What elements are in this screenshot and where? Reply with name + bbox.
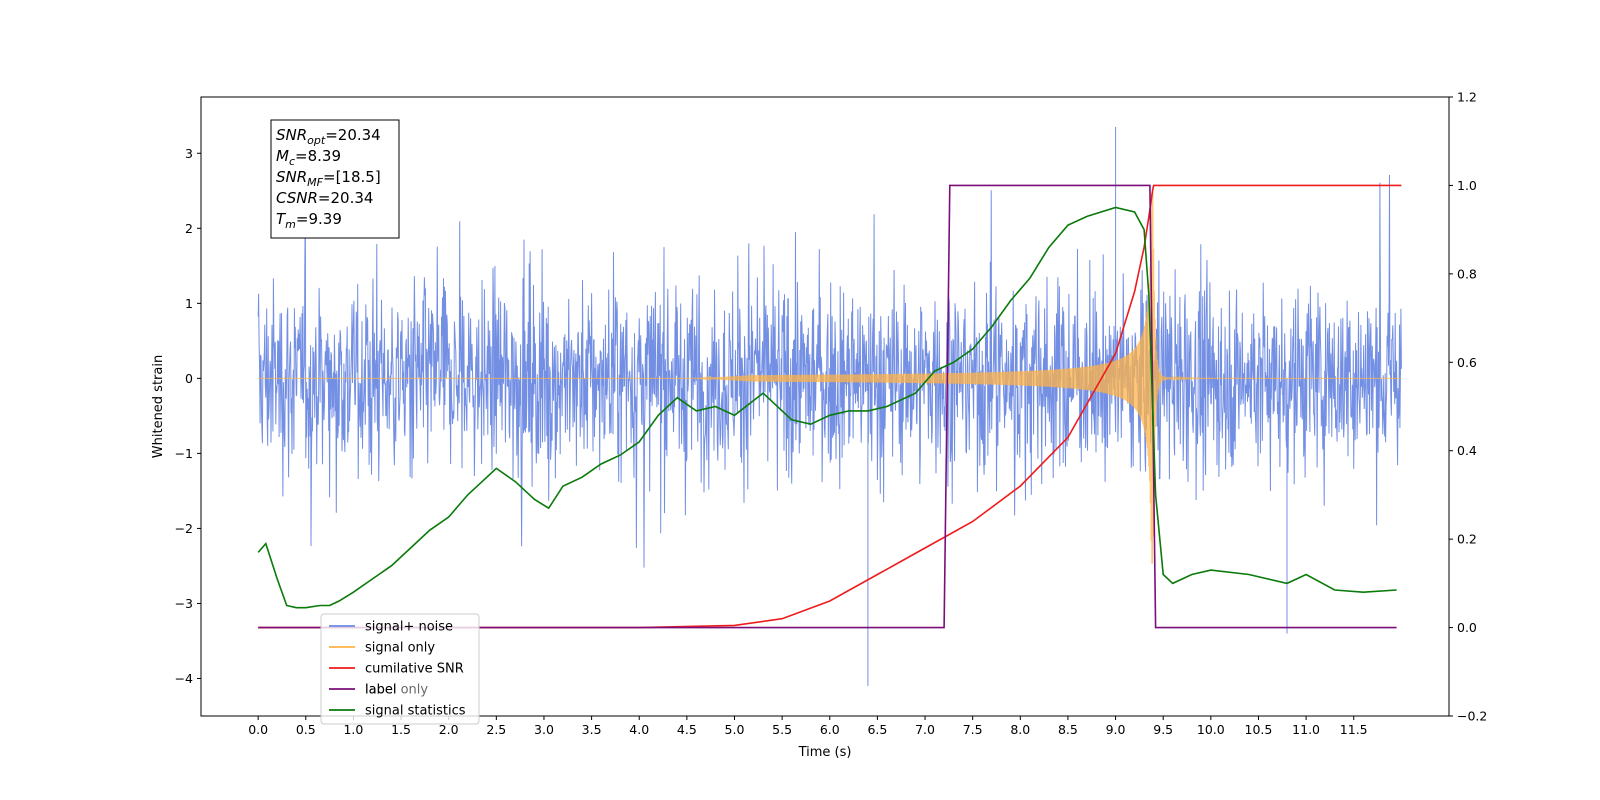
info-subscript: m	[285, 218, 296, 231]
y-tick-label-right: 0.0	[1457, 620, 1477, 635]
x-tick-label: 0.5	[296, 722, 316, 737]
axes-frame	[200, 96, 1450, 717]
info-line: SNRopt=20.34	[276, 126, 381, 147]
y-tick-label-right: 1.2	[1457, 90, 1477, 105]
y-tick-label-left: −2	[175, 521, 193, 536]
info-symbol: CSNR	[276, 189, 318, 207]
x-tick-label: 0.0	[248, 722, 268, 737]
y-tick-label-right: 0.2	[1457, 532, 1477, 547]
x-tick-label: 9.5	[1153, 722, 1173, 737]
y-tick-label-right: 0.8	[1457, 266, 1477, 281]
legend-label: signal statistics	[365, 704, 466, 719]
y-axis-left: 3 2 1 0 −1 −2 −3 −4	[175, 146, 201, 686]
x-tick-label: 4.0	[629, 722, 649, 737]
legend-label: signal+ noise	[365, 620, 453, 635]
info-value: =20.34	[325, 126, 381, 144]
y-tick-label-left: 0	[185, 371, 193, 386]
y-tick-label-left: 2	[185, 221, 193, 236]
series-label	[258, 184, 1397, 629]
x-axis: 0.0 0.5 1.0 1.5 2.0 2.5 3.0 3.5 4.0 4.5 5.0 5.5 6.0 6…	[248, 716, 1368, 737]
x-tick-label: 1.5	[391, 722, 411, 737]
x-tick-label: 6.5	[867, 722, 887, 737]
info-symbol: SNR	[276, 126, 307, 144]
x-tick-label: 10.0	[1197, 722, 1225, 737]
x-tick-label: 5.5	[772, 722, 792, 737]
legend-label-faint: label only	[365, 683, 428, 698]
info-value: =20.34	[318, 189, 374, 207]
info-symbol: T	[276, 210, 287, 228]
x-tick-label: 10.5	[1245, 722, 1273, 737]
y-tick-label-left: −3	[175, 596, 193, 611]
info-subscript: c	[289, 155, 295, 168]
info-symbol: SNR	[276, 168, 307, 186]
x-tick-label: 1.0	[343, 722, 363, 737]
y-tick-label-right: −0.2	[1457, 709, 1487, 724]
x-tick-label: 6.0	[820, 722, 840, 737]
x-tick-label: 4.5	[677, 722, 697, 737]
info-symbol: M	[276, 147, 289, 165]
x-tick-label: 7.0	[915, 722, 935, 737]
legend-label: cumilative SNR	[365, 662, 464, 677]
legend: signal+ noise signal only cumilative SNR la…	[320, 613, 480, 725]
x-tick-label: 5.0	[725, 722, 745, 737]
series-signal-statistics	[257, 206, 1397, 609]
info-line: SNRMF=[18.5]	[276, 168, 381, 189]
legend-frame	[320, 613, 480, 725]
info-line: Tm=9.39	[276, 210, 342, 231]
plot-area	[257, 127, 1402, 686]
y-tick-label-left: −1	[175, 446, 193, 461]
x-tick-label: 9.0	[1106, 722, 1126, 737]
info-value: =9.39	[296, 210, 342, 228]
legend-label: label	[365, 683, 396, 698]
y-tick-label-left: −4	[175, 671, 193, 686]
info-value: =8.39	[295, 147, 341, 165]
info-line: CSNR=20.34	[276, 189, 373, 207]
info-subscript: MF	[307, 176, 323, 189]
y-axis-right: 1.2 1.0 0.8 0.6 0.4 0.2 0.0 −0.2	[1449, 90, 1487, 724]
y-tick-label-right: 1.0	[1457, 178, 1477, 193]
y-tick-label-left: 3	[185, 146, 193, 161]
info-subscript: opt	[307, 134, 326, 147]
info-box: SNRopt=20.34Mc=8.39SNRMF=[18.5]CSNR=20.3…	[270, 119, 400, 239]
y-tick-label-right: 0.4	[1457, 443, 1477, 458]
x-tick-label: 3.5	[582, 722, 602, 737]
x-tick-label: 11.0	[1292, 722, 1320, 737]
x-tick-label: 7.5	[963, 722, 983, 737]
y-axis-label: Whitened strain	[151, 355, 166, 458]
series-signal-noise	[257, 127, 1402, 686]
y-tick-label-left: 1	[185, 296, 193, 311]
x-tick-label: 2.0	[439, 722, 459, 737]
info-box-frame	[270, 119, 400, 239]
x-tick-label: 8.5	[1058, 722, 1078, 737]
x-tick-label: 2.5	[486, 722, 506, 737]
series-signal-only	[258, 185, 1402, 564]
info-line: Mc=8.39	[276, 147, 341, 168]
x-tick-label: 11.5	[1340, 722, 1368, 737]
x-tick-label: 3.0	[534, 722, 554, 737]
info-value: =[18.5]	[323, 168, 381, 186]
x-axis-label: Time (s)	[798, 745, 852, 760]
x-tick-label: 8.0	[1010, 722, 1030, 737]
legend-label: signal only	[365, 641, 435, 656]
y-tick-label-right: 0.6	[1457, 355, 1477, 370]
